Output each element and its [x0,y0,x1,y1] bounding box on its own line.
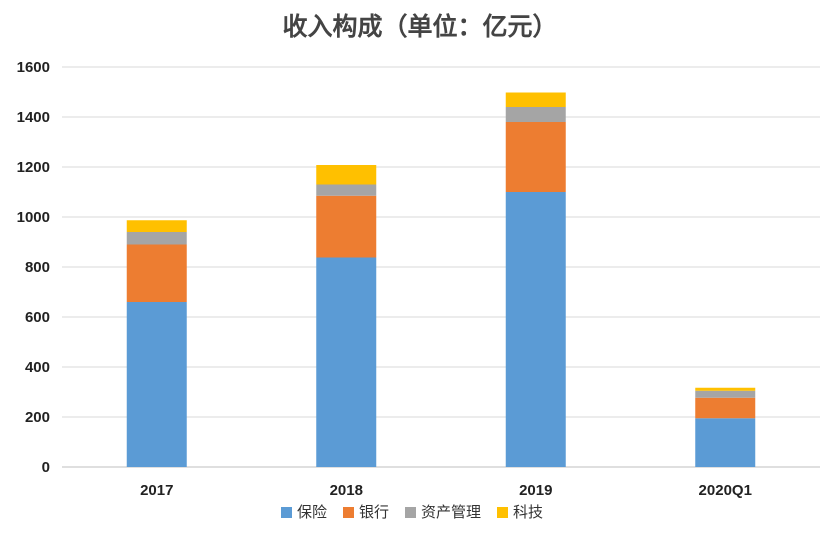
bar-2020Q1-series-2 [695,390,756,398]
chart-title: 收入构成（单位：亿元） [282,12,557,41]
x-category-label: 2019 [519,482,552,499]
bar-2019-series-3 [505,92,566,107]
bar-2017-series-3 [126,220,187,232]
bar-2019-series-1 [505,122,566,192]
legend: 保险 银行 资产管理 科技 [281,503,543,521]
bar-2017-series-0 [126,302,187,467]
bar-2018-series-2 [316,184,377,196]
x-category-label: 2018 [330,482,363,499]
y-tick-label: 1200 [17,159,50,176]
x-axis-categories: 2017 2018 2019 2020Q1 [140,482,752,499]
y-tick-label: 200 [25,409,50,426]
bar-2018-series-1 [316,195,377,258]
y-tick-label: 800 [25,259,50,276]
bar-2018-series-0 [316,257,377,467]
bar-2019-series-0 [505,192,566,467]
y-tick-label: 1600 [17,59,50,76]
legend-label: 银行 [359,503,389,521]
gridlines [62,66,820,468]
bar-2017-series-2 [126,232,187,245]
legend-swatch [281,507,292,518]
legend-label: 资产管理 [421,503,481,521]
y-tick-label: 1400 [17,109,50,126]
bar-2020Q1-series-0 [695,418,756,467]
legend-swatch [405,507,416,518]
legend-label: 科技 [513,503,543,521]
bars [126,92,756,467]
y-tick-label: 1000 [17,209,50,226]
bar-2020Q1-series-3 [695,387,756,391]
y-tick-label: 0 [42,459,50,476]
y-tick-label: 400 [25,359,50,376]
x-category-label: 2020Q1 [699,482,752,499]
bar-2020Q1-series-1 [695,397,756,419]
bar-2018-series-3 [316,165,377,185]
y-tick-label: 600 [25,309,50,326]
y-axis-ticks: 0 200 400 600 800 1000 1200 1400 1600 [17,59,50,476]
x-category-label: 2017 [140,482,173,499]
bar-2017-series-1 [126,244,187,302]
legend-swatch [343,507,354,518]
bar-2019-series-2 [505,107,566,122]
legend-label: 保险 [297,503,327,521]
legend-swatch [497,507,508,518]
